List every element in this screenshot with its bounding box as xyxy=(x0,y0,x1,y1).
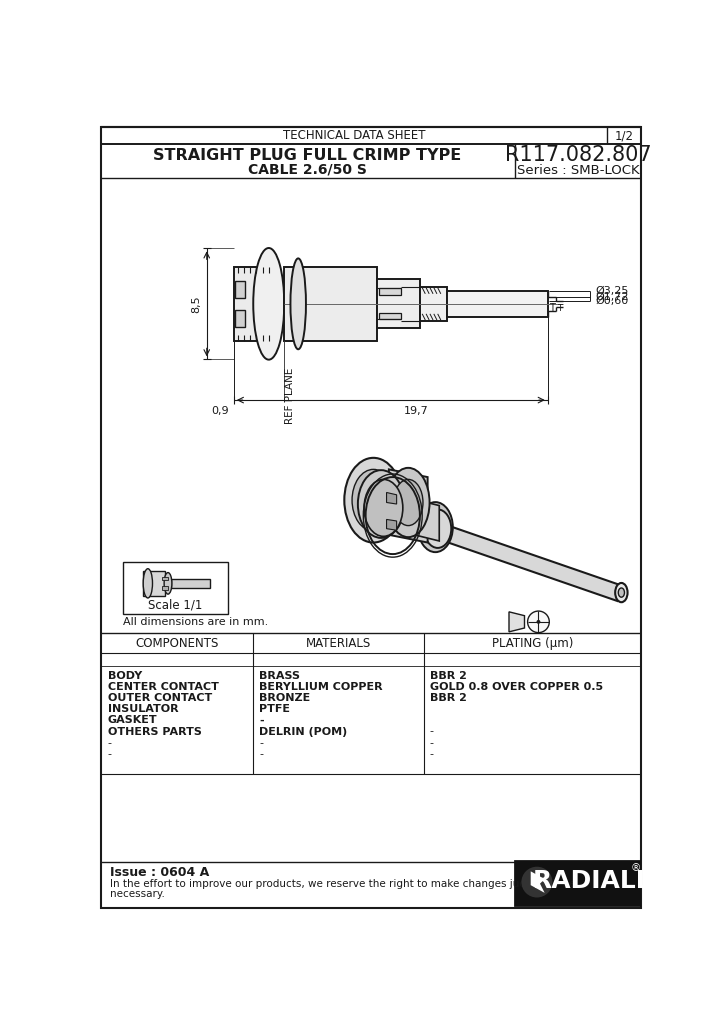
Text: CENTER CONTACT: CENTER CONTACT xyxy=(108,682,219,692)
Text: -: - xyxy=(259,749,264,759)
Ellipse shape xyxy=(618,588,625,597)
Text: T: T xyxy=(550,303,555,312)
Bar xyxy=(123,562,227,614)
Polygon shape xyxy=(408,498,439,541)
Text: RADIALL: RADIALL xyxy=(533,868,652,893)
Text: BERYLLIUM COPPER: BERYLLIUM COPPER xyxy=(259,682,383,692)
Text: -: - xyxy=(430,727,434,736)
Polygon shape xyxy=(387,493,397,504)
Text: PTFE: PTFE xyxy=(259,705,290,714)
Text: CABLE 2.6/50 S: CABLE 2.6/50 S xyxy=(248,163,367,177)
Bar xyxy=(234,267,277,341)
Text: STRAIGHT PLUG FULL CRIMP TYPE: STRAIGHT PLUG FULL CRIMP TYPE xyxy=(153,148,462,164)
Text: INSULATOR: INSULATOR xyxy=(108,705,178,714)
Text: 0,9: 0,9 xyxy=(211,406,230,416)
Bar xyxy=(171,579,210,588)
Text: OTHERS PARTS: OTHERS PARTS xyxy=(108,727,201,736)
Text: -: - xyxy=(430,737,434,748)
Ellipse shape xyxy=(358,470,405,538)
Text: necessary.: necessary. xyxy=(110,889,165,899)
Polygon shape xyxy=(531,871,544,893)
Text: BRASS: BRASS xyxy=(259,671,300,681)
Text: BODY: BODY xyxy=(108,671,142,681)
Bar xyxy=(143,571,165,596)
Ellipse shape xyxy=(253,248,285,359)
Bar xyxy=(235,310,245,327)
Text: -: - xyxy=(108,737,111,748)
Text: 19,7: 19,7 xyxy=(403,406,429,416)
Text: BBR 2: BBR 2 xyxy=(430,693,467,703)
Ellipse shape xyxy=(352,469,395,531)
Ellipse shape xyxy=(143,568,153,598)
Text: DELRIN (POM): DELRIN (POM) xyxy=(259,727,348,736)
Text: Ø1,72: Ø1,72 xyxy=(596,292,629,302)
Ellipse shape xyxy=(394,479,423,525)
Text: REF PLANE: REF PLANE xyxy=(285,368,295,424)
Text: ®: ® xyxy=(630,863,641,873)
Ellipse shape xyxy=(290,258,306,349)
Text: Ø3,25: Ø3,25 xyxy=(596,286,629,296)
Circle shape xyxy=(528,611,550,633)
Text: PLATING (µm): PLATING (µm) xyxy=(492,637,573,649)
Text: Issue : 0604 A: Issue : 0604 A xyxy=(110,865,209,879)
Text: Ø0,60: Ø0,60 xyxy=(596,296,629,306)
Bar xyxy=(285,267,377,341)
Ellipse shape xyxy=(364,479,403,537)
Text: COMPONENTS: COMPONENTS xyxy=(135,637,219,649)
Text: -: - xyxy=(259,716,264,725)
Text: GASKET: GASKET xyxy=(108,716,157,725)
Text: -: - xyxy=(259,737,264,748)
Polygon shape xyxy=(387,519,397,530)
Bar xyxy=(377,280,420,329)
Bar xyxy=(420,287,447,321)
Bar xyxy=(379,313,400,319)
Ellipse shape xyxy=(615,583,628,602)
Text: T: T xyxy=(557,304,562,313)
Bar xyxy=(447,291,548,316)
Text: All dimensions are in mm.: All dimensions are in mm. xyxy=(123,616,269,627)
Bar xyxy=(379,289,400,295)
Text: -: - xyxy=(430,749,434,759)
Polygon shape xyxy=(389,469,428,543)
Circle shape xyxy=(521,866,552,897)
Ellipse shape xyxy=(345,458,403,543)
Text: Scale 1/1: Scale 1/1 xyxy=(148,598,203,611)
Text: Series : SMB-LOCK: Series : SMB-LOCK xyxy=(517,164,639,177)
Text: In the effort to improve our products, we reserve the right to make changes judg: In the effort to improve our products, w… xyxy=(110,880,576,890)
Polygon shape xyxy=(509,611,524,632)
Circle shape xyxy=(536,620,540,624)
Polygon shape xyxy=(439,522,618,601)
Text: MATERIALS: MATERIALS xyxy=(306,637,371,649)
Text: R117.082.807: R117.082.807 xyxy=(505,145,652,165)
Text: GOLD 0.8 OVER COPPER 0.5: GOLD 0.8 OVER COPPER 0.5 xyxy=(430,682,603,692)
Ellipse shape xyxy=(387,468,429,538)
Bar xyxy=(235,281,245,298)
Text: OUTER CONTACT: OUTER CONTACT xyxy=(108,693,212,703)
Bar xyxy=(515,860,639,905)
Bar xyxy=(161,587,168,590)
Ellipse shape xyxy=(418,502,452,552)
Ellipse shape xyxy=(164,572,172,594)
Text: 1/2: 1/2 xyxy=(614,129,634,142)
Bar xyxy=(161,578,168,581)
Text: 8,5: 8,5 xyxy=(191,295,201,312)
Ellipse shape xyxy=(424,509,451,548)
Polygon shape xyxy=(354,477,377,527)
Text: BRONZE: BRONZE xyxy=(259,693,311,703)
Text: TECHNICAL DATA SHEET: TECHNICAL DATA SHEET xyxy=(283,129,425,142)
Text: -: - xyxy=(108,749,111,759)
Text: BBR 2: BBR 2 xyxy=(430,671,467,681)
